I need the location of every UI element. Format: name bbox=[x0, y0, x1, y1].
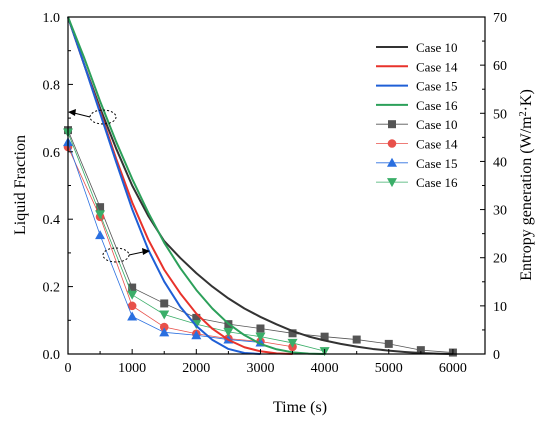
legend-label: Case 15 bbox=[416, 79, 458, 94]
x-tick-label: 6000 bbox=[439, 361, 467, 376]
right-axis-indicator-arrow bbox=[128, 251, 144, 256]
entropy-data-point bbox=[95, 230, 106, 240]
entropy-data-point bbox=[256, 324, 265, 333]
x-tick-label: 0 bbox=[65, 361, 72, 376]
entropy-series-case-14 bbox=[63, 142, 297, 352]
entropy-data-point bbox=[128, 283, 137, 292]
axis-annotations bbox=[68, 109, 150, 263]
liquid-fraction-series-case-15 bbox=[67, 16, 261, 355]
entropy-data-point bbox=[127, 301, 137, 311]
legend-label: Case 14 bbox=[416, 137, 458, 152]
entropy-data-point bbox=[384, 339, 393, 348]
right-y-tick-label: 0 bbox=[493, 348, 500, 363]
entropy-series-case-10 bbox=[64, 126, 457, 357]
legend-label: Case 16 bbox=[416, 98, 458, 113]
legend-label: Case 14 bbox=[416, 59, 458, 74]
legend-marker-swatch bbox=[387, 139, 397, 148]
entropy-data-point bbox=[95, 210, 106, 220]
entropy-data-point bbox=[159, 327, 170, 337]
left-axis-indicator-ellipse bbox=[89, 109, 117, 125]
entropy-data-point bbox=[191, 330, 202, 340]
entropy-data-point bbox=[96, 203, 105, 212]
entropy-series-case-16 bbox=[63, 128, 330, 357]
liquid-fraction-series-case-14 bbox=[67, 16, 293, 355]
entropy-data-point bbox=[320, 332, 329, 341]
left-y-axis-ticks: 0.0 0.2 0.4 0.6 0.8 1.0 bbox=[43, 11, 73, 363]
x-tick-label: 3000 bbox=[246, 361, 274, 376]
x-tick-label: 1000 bbox=[118, 361, 146, 376]
entropy-data-point bbox=[127, 311, 138, 321]
x-tick-label: 5000 bbox=[375, 361, 403, 376]
left-y-tick-label: 0.6 bbox=[43, 146, 61, 161]
left-y-tick-label: 0.4 bbox=[43, 213, 61, 228]
right-y-tick-label: 30 bbox=[493, 204, 507, 219]
left-axis-indicator-arrow bbox=[73, 112, 91, 118]
right-y-axis-title: Entropy generation (W/m2·K) bbox=[518, 89, 536, 281]
legend-label: Case 15 bbox=[416, 156, 458, 171]
right-y-axis-title-main: Entropy generation (W/m bbox=[518, 116, 535, 281]
left-axis-arrowhead bbox=[68, 109, 76, 116]
right-y-tick-label: 10 bbox=[493, 300, 507, 315]
legend-marker-swatch bbox=[388, 120, 396, 129]
x-tick-label: 4000 bbox=[311, 361, 339, 376]
entropy-data-point bbox=[255, 332, 266, 342]
liquid-fraction-curve bbox=[67, 16, 261, 355]
entropy-data-point bbox=[159, 310, 170, 320]
right-y-tick-label: 50 bbox=[493, 107, 507, 122]
x-axis-ticks: 0 1000 2000 3000 4000 5000 6000 bbox=[65, 349, 467, 376]
right-y-axis-title-superscript: 2 bbox=[518, 111, 529, 116]
left-y-tick-label: 0.8 bbox=[43, 78, 61, 93]
entropy-data-point bbox=[192, 313, 201, 322]
legend-marker-swatch bbox=[387, 178, 397, 188]
left-y-axis-title: Liquid Fraction bbox=[12, 135, 29, 235]
entropy-data-point bbox=[159, 322, 169, 332]
right-y-axis-ticks: 0 10 20 30 40 50 60 70 bbox=[480, 11, 507, 363]
liquid-fraction-series-case-16 bbox=[67, 16, 325, 355]
entropy-data-point bbox=[287, 338, 298, 348]
entropy-data-point bbox=[223, 327, 234, 337]
x-tick-label: 2000 bbox=[182, 361, 210, 376]
right-y-tick-label: 60 bbox=[493, 59, 507, 74]
x-axis-title: Time (s) bbox=[273, 399, 327, 416]
right-y-tick-label: 70 bbox=[493, 11, 507, 26]
plot-content bbox=[63, 16, 457, 357]
entropy-data-point bbox=[352, 335, 361, 344]
legend-label: Case 10 bbox=[416, 117, 458, 132]
right-axis-arrowhead bbox=[142, 248, 150, 255]
legend: Case 10 Case 14 Case 15 Case 16 Case 10 Case … bbox=[376, 40, 458, 190]
legend-label: Case 16 bbox=[416, 175, 458, 190]
liquid-fraction-curve bbox=[67, 16, 325, 355]
left-y-tick-label: 0.2 bbox=[43, 281, 61, 296]
legend-marker-swatch bbox=[387, 157, 397, 167]
legend-label: Case 10 bbox=[416, 40, 458, 55]
entropy-data-point bbox=[160, 299, 169, 308]
right-y-tick-label: 20 bbox=[493, 252, 507, 267]
left-y-tick-label: 0.0 bbox=[43, 348, 61, 363]
entropy-data-point bbox=[127, 290, 138, 300]
entropy-data-point bbox=[288, 329, 297, 338]
left-y-tick-label: 1.0 bbox=[43, 11, 61, 26]
right-y-tick-label: 40 bbox=[493, 155, 507, 170]
entropy-data-point bbox=[416, 346, 425, 355]
liquid-fraction-curve bbox=[67, 16, 293, 355]
right-y-axis-title-unit-end: ·K) bbox=[518, 89, 535, 111]
